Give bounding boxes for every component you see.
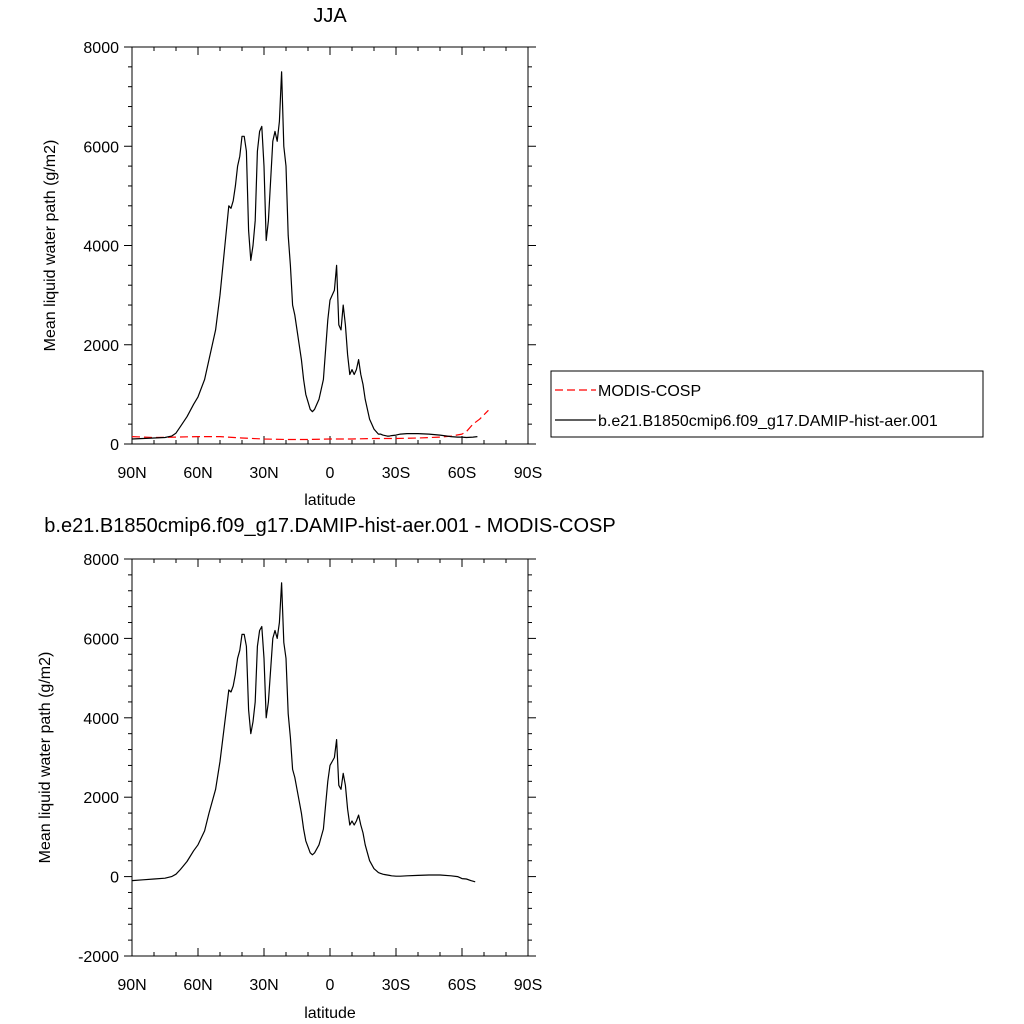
x-tick-label: 30S: [382, 977, 410, 994]
x-tick-label: 0: [326, 465, 335, 482]
legend-box: [550, 370, 984, 438]
chart-panel-1: JJA 90N 60N 30N 0 30S 60S 90S 0 2000 4000 6000 8000 l…: [42, 5, 984, 509]
x-tick-label: 0: [326, 977, 335, 994]
x-tick-label: 90S: [514, 977, 542, 994]
chart-title: JJA: [313, 5, 347, 27]
y-tick-label: 4000: [83, 711, 119, 728]
plot-frame: [131, 46, 529, 445]
y-tick-label: 8000: [83, 40, 119, 57]
chart-title: b.e21.B1850cmip6.f09_g17.DAMIP-hist-aer.…: [44, 515, 615, 537]
x-tick-label: 30N: [249, 465, 278, 482]
x-tick-label: 30N: [249, 977, 278, 994]
x-tick-label: 60S: [448, 977, 476, 994]
series-line-difference: [131, 582, 476, 883]
y-tick-label: 2000: [83, 338, 119, 355]
y-tick-label: 6000: [83, 139, 119, 156]
legend-label: b.e21.B1850cmip6.f09_g17.DAMIP-hist-aer.…: [598, 413, 938, 430]
x-tick-label: 90N: [117, 465, 146, 482]
y-axis-label: Mean liquid water path (g/m2): [37, 652, 54, 864]
y-tick-label: 0: [110, 437, 119, 454]
y-tick-label: 0: [110, 870, 119, 887]
x-axis-label: latitude: [304, 492, 356, 509]
chart-panel-2: b.e21.B1850cmip6.f09_g17.DAMIP-hist-aer.…: [37, 515, 616, 1022]
y-tick-label: 4000: [83, 239, 119, 256]
series-line-modis-cosp: [131, 409, 489, 441]
x-tick-label: 60S: [448, 465, 476, 482]
legend: MODIS-COSP b.e21.B1850cmip6.f09_g17.DAMIP…: [550, 370, 984, 438]
x-tick-label: 60N: [183, 465, 212, 482]
x-tick-label: 30S: [382, 465, 410, 482]
y-tick-label: 2000: [83, 790, 119, 807]
x-tick-label: 90N: [117, 977, 146, 994]
x-tick-label: 60N: [183, 977, 212, 994]
y-tick-label: -2000: [78, 949, 119, 966]
x-axis-label: latitude: [304, 1005, 356, 1022]
legend-label: MODIS-COSP: [598, 383, 701, 400]
y-tick-label: 6000: [83, 631, 119, 648]
x-tick-label: 90S: [514, 465, 542, 482]
plot-frame: [131, 558, 529, 957]
y-axis-label: Mean liquid water path (g/m2): [42, 140, 59, 352]
series-line-model: [131, 71, 478, 440]
y-tick-label: 8000: [83, 552, 119, 569]
